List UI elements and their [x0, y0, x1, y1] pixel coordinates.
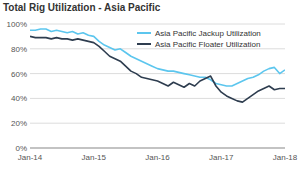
x-tick-label: Jan-17 [209, 153, 234, 162]
y-tick-label: 60% [11, 70, 27, 79]
legend-label: Asia Pacific Jackup Utilization [155, 29, 261, 38]
series-line [30, 29, 285, 86]
grid-line [30, 24, 285, 25]
x-tick-label: Jan-18 [273, 153, 298, 162]
legend-swatch [137, 32, 151, 34]
y-tick-label: 40% [11, 94, 27, 103]
y-tick-label: 0% [15, 144, 27, 153]
page: {"chart_data": { "type": "line", "title"… [0, 0, 300, 170]
y-tick-label: 20% [11, 119, 27, 128]
chart: Total Rig Utilization - Asia Pacific 0% 20… [0, 0, 300, 170]
grid-line [30, 73, 285, 74]
y-tick-label: 100% [7, 20, 27, 29]
y-tick-label: 80% [11, 45, 27, 54]
x-axis [30, 148, 285, 149]
x-tick-label: Jan-14 [18, 153, 43, 162]
series-line [30, 36, 285, 102]
grid-line [30, 123, 285, 124]
legend-swatch [137, 43, 151, 45]
x-tick-label: Jan-16 [145, 153, 170, 162]
legend-label: Asia Pacific Floater Utilization [155, 40, 260, 49]
x-tick-label: Jan-15 [82, 153, 107, 162]
title: Total Rig Utilization - Asia Pacific [3, 2, 161, 13]
grid-line [30, 148, 285, 149]
plot-area [30, 29, 285, 102]
legend: Asia Pacific Jackup Utilization Asia Paci… [137, 29, 261, 49]
